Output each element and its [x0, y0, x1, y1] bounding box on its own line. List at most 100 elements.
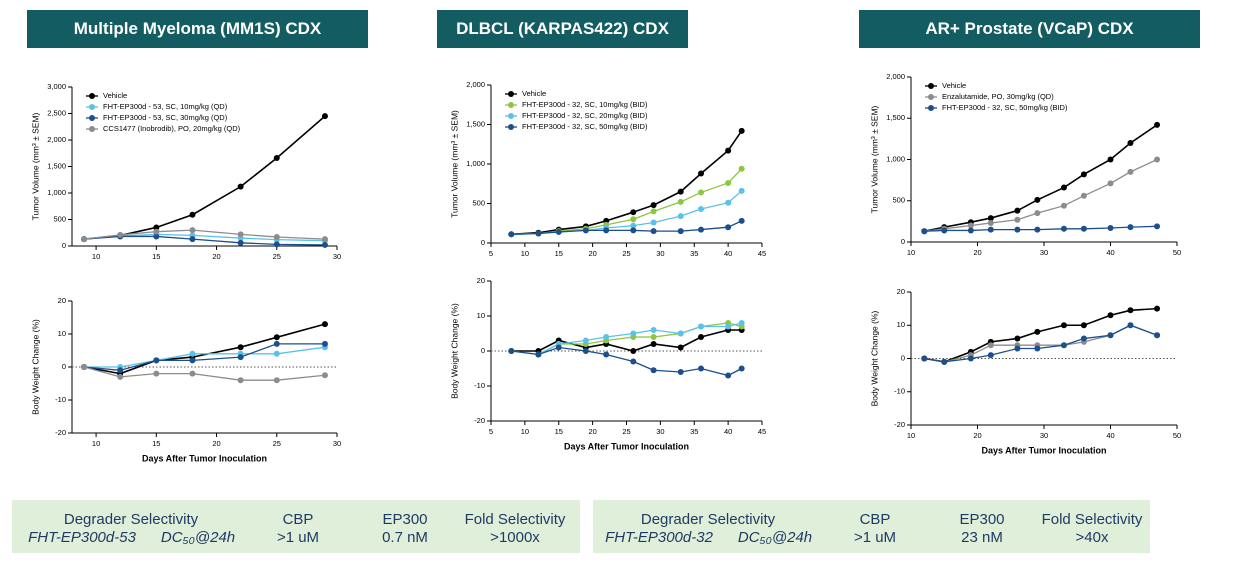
y-tick-label: 1,000	[466, 159, 485, 168]
data-point	[1080, 225, 1087, 232]
table-cell: FHT-EP300d-53	[28, 529, 136, 546]
data-point	[189, 357, 196, 364]
data-point	[1014, 345, 1021, 352]
data-point	[698, 206, 705, 213]
data-point	[698, 323, 705, 330]
table-cell: >1 uM	[853, 529, 897, 546]
data-point	[321, 321, 328, 328]
y-tick-label: 0	[901, 353, 905, 362]
data-point	[1127, 224, 1134, 231]
x-tick-label: 5	[489, 249, 493, 258]
table-cell: CBP	[282, 511, 314, 528]
series-line	[511, 130, 743, 236]
y-tick-label: 1,000	[47, 188, 66, 197]
legend-label: FHT-EP300d - 32, SC, 10mg/kg (BID)	[522, 100, 648, 109]
legend-label: FHT-EP300d - 53, SC, 30mg/kg (QD)	[103, 113, 228, 122]
data-point	[1034, 210, 1041, 217]
x-axis-label: Days After Tumor Inoculation	[981, 445, 1106, 455]
data-point	[237, 344, 244, 351]
legend-marker	[89, 115, 95, 121]
data-point	[603, 351, 610, 358]
y-tick-label: 0	[481, 238, 485, 247]
table-cell: Degrader Selectivity	[640, 511, 776, 528]
legend-marker	[508, 124, 514, 130]
x-tick-label: 10	[907, 431, 915, 440]
x-tick-label: 30	[333, 439, 341, 448]
y-tick-label: -10	[894, 387, 905, 396]
x-axis-label: Days After Tumor Inoculation	[564, 441, 689, 451]
x-tick-label: 30	[656, 427, 664, 436]
table-cell: Fold Selectivity	[464, 511, 566, 528]
legend-label: FHT-EP300d - 32, SC, 20mg/kg (BID)	[522, 111, 648, 120]
legend-marker	[89, 126, 95, 132]
data-point	[650, 334, 657, 340]
table-cell: >40x	[1075, 529, 1109, 546]
data-point	[603, 334, 610, 340]
data-point	[1107, 224, 1114, 231]
legend-label: Vehicle	[942, 81, 966, 90]
data-point	[677, 330, 684, 337]
data-point	[153, 224, 160, 231]
data-point	[738, 320, 745, 326]
table-cell: DC₅₀@24h	[737, 529, 813, 546]
data-point	[630, 209, 637, 216]
x-tick-label: 15	[152, 439, 160, 448]
y-tick-label: 1,500	[886, 113, 905, 122]
data-point	[535, 230, 542, 237]
y-tick-label: 20	[897, 287, 905, 296]
y-tick-label: -20	[55, 428, 66, 437]
x-tick-label: 15	[555, 249, 563, 258]
data-point	[582, 337, 589, 344]
y-tick-label: 500	[53, 214, 66, 223]
x-tick-label: 20	[212, 439, 220, 448]
x-tick-label: 10	[92, 439, 100, 448]
x-tick-label: 20	[588, 249, 596, 258]
data-point	[1080, 335, 1087, 342]
data-point	[555, 344, 562, 351]
legend-label: Vehicle	[103, 91, 127, 100]
data-point	[987, 352, 994, 359]
x-tick-label: 45	[758, 427, 766, 436]
legend-marker	[508, 113, 514, 119]
y-tick-label: 0	[901, 237, 905, 246]
data-point	[1154, 223, 1161, 230]
panel-header: Multiple Myeloma (MM1S) CDX	[27, 10, 368, 48]
y-tick-label: 500	[892, 196, 905, 205]
data-point	[555, 228, 562, 235]
data-point	[117, 367, 124, 374]
y-tick-label: 1,500	[466, 119, 485, 128]
x-tick-label: 40	[724, 427, 732, 436]
data-point	[1127, 168, 1134, 175]
data-point	[677, 228, 684, 235]
data-point	[273, 241, 280, 248]
y-tick-label: 3,000	[47, 82, 66, 91]
x-tick-label: 25	[273, 439, 281, 448]
x-tick-label: 5	[489, 427, 493, 436]
data-point	[273, 340, 280, 347]
y-axis-label: Body Weight Change (%)	[449, 303, 459, 399]
data-point	[1127, 307, 1134, 314]
data-point	[725, 179, 732, 186]
data-point	[725, 199, 732, 206]
data-point	[677, 213, 684, 220]
data-point	[273, 334, 280, 341]
legend-marker	[928, 94, 934, 100]
data-point	[921, 228, 928, 235]
y-tick-label: 0	[481, 346, 485, 355]
y-tick-label: -10	[55, 395, 66, 404]
data-point	[650, 219, 657, 226]
x-tick-label: 20	[973, 248, 981, 257]
data-point	[698, 334, 705, 340]
data-point	[738, 365, 745, 372]
data-point	[738, 217, 745, 224]
selectivity-table	[593, 500, 1150, 553]
x-tick-label: 20	[973, 431, 981, 440]
data-point	[987, 226, 994, 233]
x-tick-label: 20	[588, 427, 596, 436]
data-point	[1014, 226, 1021, 233]
data-point	[237, 183, 244, 190]
series-line	[511, 168, 743, 235]
panel-header: AR+ Prostate (VCaP) CDX	[859, 10, 1200, 48]
data-point	[725, 147, 732, 154]
table-cell: >1000x	[490, 529, 540, 546]
